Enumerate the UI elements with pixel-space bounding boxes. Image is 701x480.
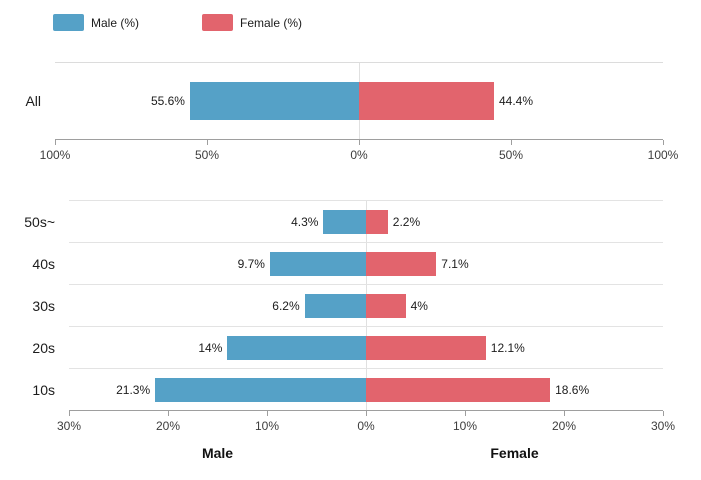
value-label: 18.6% (555, 382, 590, 397)
legend-label-female: Female (%) (240, 15, 303, 30)
axis-tick (69, 411, 70, 416)
legend-item-male[interactable]: Male (%) (53, 14, 139, 31)
chart-age-groups: 50s~ 4.3% 2.2% 40s 9.7% 7.1% 30s 6.2% 4% 20s 14% 12… (24, 200, 675, 467)
female-bar[interactable] (366, 378, 551, 402)
value-label: 21.3% (116, 382, 151, 397)
axis-tick (663, 140, 664, 145)
value-label: 44.4% (498, 94, 533, 108)
axis-tick-label: 50% (194, 148, 220, 162)
value-label: 2.2% (392, 214, 421, 229)
male-bar[interactable] (227, 336, 366, 360)
male-bar[interactable] (189, 82, 359, 120)
axis-tick-label: 0% (350, 148, 368, 162)
axis-captions: Male Female (69, 445, 663, 467)
female-bar[interactable] (366, 252, 437, 276)
female-bar[interactable] (366, 336, 486, 360)
axis-tick-label: 50% (498, 148, 524, 162)
chart-row: 30s 6.2% 4% (32, 284, 663, 326)
x-axis: 100% 50% 0% 50% 100% (40, 140, 678, 174)
category-label: All (25, 93, 41, 109)
axis-tick (266, 411, 268, 416)
axis-tick-label: 20% (551, 419, 576, 433)
chart-row: 20s 14% 12.1% (32, 326, 663, 368)
value-label: 55.6% (150, 94, 185, 108)
male-bar[interactable] (304, 294, 366, 318)
axis-tick (55, 140, 56, 145)
category-label: 30s (32, 297, 55, 314)
axis-tick-label: 0% (357, 419, 375, 433)
chart-row: 10s 21.3% 18.6% (32, 368, 663, 410)
axis-tick (465, 411, 466, 416)
male-bar[interactable] (155, 378, 366, 402)
female-legend-swatch (202, 14, 233, 31)
chart-row: All 55.6% 44.4% (25, 63, 663, 139)
female-bar[interactable] (366, 294, 406, 318)
category-label: 40s (32, 255, 55, 272)
legend-item-female[interactable]: Female (%) (202, 14, 302, 31)
category-label: 10s (32, 381, 55, 398)
plot-area: All 55.6% 44.4% (25, 62, 663, 140)
category-label: 50s~ (24, 213, 55, 230)
axis-tick (663, 411, 664, 416)
axis-tick-label: 20% (155, 419, 181, 433)
x-axis: 30% 20% 10% 0% 10% 20% 30% (57, 411, 675, 445)
axis-tick-label: 10% (452, 419, 478, 433)
axis-tick (563, 411, 565, 416)
axis-tick-label: 100% (39, 148, 71, 162)
plot-area: 50s~ 4.3% 2.2% 40s 9.7% 7.1% 30s 6.2% 4% 20s 14% 12… (24, 200, 663, 411)
axis-tick (366, 411, 367, 416)
axis-tick (168, 411, 169, 416)
axis-tick (511, 140, 512, 145)
legend: Male (%) Female (%) (0, 0, 701, 62)
male-bar[interactable] (323, 210, 366, 234)
axis-caption-female: Female (490, 445, 539, 461)
value-label: 9.7% (237, 256, 265, 271)
female-bar[interactable] (359, 82, 494, 120)
axis-tick (207, 140, 208, 145)
category-label: 20s (32, 339, 55, 356)
axis-caption-male: Male (201, 445, 234, 461)
male-legend-swatch (53, 14, 84, 31)
value-label: 14% (198, 340, 223, 355)
axis-tick-label: 100% (647, 148, 679, 162)
value-label: 7.1% (441, 256, 469, 271)
chart-row: 40s 9.7% 7.1% (32, 242, 663, 284)
value-label: 4.3% (291, 214, 319, 229)
axis-tick (359, 140, 360, 145)
axis-tick-label: 10% (254, 419, 279, 433)
chart-row: 50s~ 4.3% 2.2% (24, 200, 663, 242)
value-label: 4% (410, 298, 428, 313)
chart-all: All 55.6% 44.4% 100% 50% 0% 50% 100% (25, 62, 678, 174)
value-label: 12.1% (490, 340, 525, 355)
male-bar[interactable] (269, 252, 366, 276)
axis-tick-label: 30% (56, 419, 82, 433)
axis-tick-label: 30% (650, 419, 676, 433)
female-bar[interactable] (366, 210, 388, 234)
legend-label-male: Male (%) (91, 15, 140, 30)
value-label: 6.2% (272, 298, 300, 313)
